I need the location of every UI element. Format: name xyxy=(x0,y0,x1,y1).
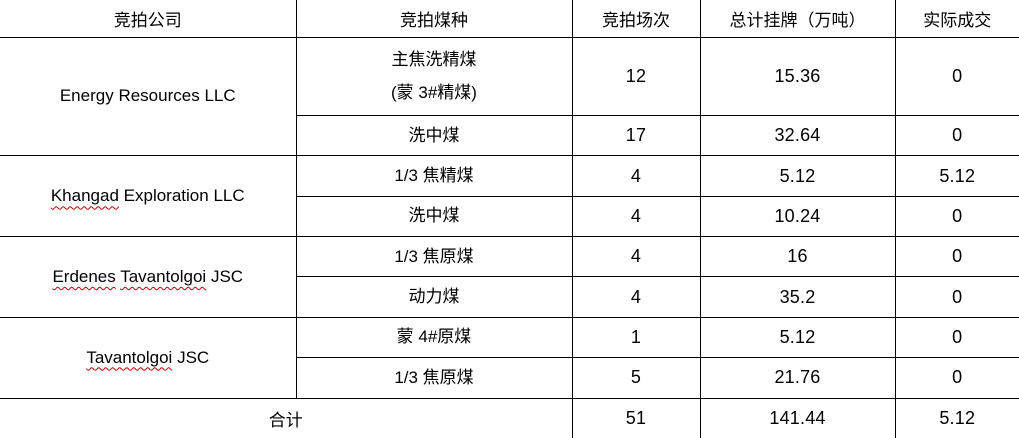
company-word: Exploration xyxy=(123,186,209,206)
company-cell: Khangad Exploration LLC xyxy=(0,155,297,238)
coal-type-cell: 主焦洗精煤 (蒙 3#精煤) xyxy=(295,36,573,117)
table-row: 1/3 焦原煤 5 21.76 0 xyxy=(0,357,1019,399)
listed-cell: 32.64 xyxy=(699,115,896,157)
header-dealt-volume: 实际成交 xyxy=(894,0,1019,38)
coal-type-line: 1/3 焦原煤 xyxy=(394,246,474,266)
dealt-cell: 0 xyxy=(894,276,1019,318)
coal-type-line: 1/3 焦原煤 xyxy=(394,367,474,387)
coal-type-cell: 1/3 焦精煤 xyxy=(295,155,573,197)
listed-cell: 5.12 xyxy=(699,316,896,359)
total-sessions-cell: 51 xyxy=(571,397,701,438)
header-sessions: 竞拍场次 xyxy=(571,0,701,38)
total-row: 合计 51 141.44 5.12 xyxy=(0,397,1019,438)
sessions-cell: 4 xyxy=(571,195,701,238)
coal-type-line: 1/3 焦精煤 xyxy=(394,166,474,186)
header-company: 竞拍公司 xyxy=(0,0,297,38)
coal-type-line: 蒙 4#原煤 xyxy=(396,327,472,347)
listed-cell: 10.24 xyxy=(699,195,896,238)
coal-type-cell: 动力煤 xyxy=(295,276,573,318)
dealt-cell: 0 xyxy=(894,357,1019,399)
coal-type-cell: 1/3 焦原煤 xyxy=(295,357,573,399)
sessions-cell: 12 xyxy=(571,36,701,117)
coal-type-cell: 1/3 焦原煤 xyxy=(295,236,573,278)
dealt-cell: 0 xyxy=(894,36,1019,117)
coal-type-cell: 洗中煤 xyxy=(295,115,573,157)
company-word: Tavantolgoi xyxy=(86,347,173,367)
listed-cell: 15.36 xyxy=(699,36,896,117)
sessions-cell: 4 xyxy=(571,236,701,278)
dealt-cell: 0 xyxy=(894,316,1019,359)
company-word: Resources xyxy=(118,86,200,106)
table-body: Energy Resources LLC 主焦洗精煤 (蒙 3#精煤) 12 15.36… xyxy=(0,36,1019,399)
total-dealt-cell: 5.12 xyxy=(894,397,1019,438)
table-row: Erdenes Tavantolgoi JSC 1/3 焦原煤 4 16 0 xyxy=(0,236,1019,318)
listed-cell: 16 xyxy=(699,236,896,278)
company-word: LLC xyxy=(213,186,245,206)
table-row: Khangad Exploration LLC 1/3 焦精煤 4 5.12 5.12 xyxy=(0,155,1019,238)
coal-type-cell: 蒙 4#原煤 xyxy=(295,316,573,359)
dealt-cell: 0 xyxy=(894,115,1019,157)
header-listed-volume: 总计挂牌（万吨） xyxy=(699,0,896,38)
total-listed-cell: 141.44 xyxy=(699,397,896,438)
coal-type-line: 主焦洗精煤 xyxy=(391,50,477,70)
listed-cell: 5.12 xyxy=(699,155,896,197)
listed-cell: 35.2 xyxy=(699,276,896,318)
company-word: Tavantolgoi xyxy=(120,266,207,286)
total-label-cell: 合计 xyxy=(0,397,573,438)
table-header-row: 竞拍公司 竞拍煤种 竞拍场次 总计挂牌（万吨） 实际成交 xyxy=(0,0,1019,38)
coal-type-line: 洗中煤 xyxy=(408,125,460,145)
company-word: JSC xyxy=(177,347,210,367)
coal-type-cell: 洗中煤 xyxy=(295,195,573,238)
company-word: LLC xyxy=(204,86,236,106)
company-cell: Erdenes Tavantolgoi JSC xyxy=(0,236,297,318)
sessions-cell: 4 xyxy=(571,155,701,197)
header-coal-type: 竞拍煤种 xyxy=(295,0,573,38)
sessions-cell: 4 xyxy=(571,276,701,318)
table-row: 洗中煤 4 10.24 0 xyxy=(0,195,1019,238)
sessions-cell: 1 xyxy=(571,316,701,359)
company-cell: Tavantolgoi JSC xyxy=(0,316,297,399)
company-word: JSC xyxy=(210,266,244,286)
table-row: Tavantolgoi JSC 蒙 4#原煤 1 5.12 0 xyxy=(0,316,1019,399)
company-word: Erdenes xyxy=(52,266,116,286)
dealt-cell: 0 xyxy=(894,195,1019,238)
company-word: Khangad xyxy=(50,186,119,206)
coal-type-line: 动力煤 xyxy=(408,287,460,307)
table-row: 洗中煤 17 32.64 0 xyxy=(0,115,1019,157)
sessions-cell: 17 xyxy=(571,115,701,157)
dealt-cell: 0 xyxy=(894,236,1019,278)
company-cell: Energy Resources LLC xyxy=(0,36,297,157)
coal-type-line: (蒙 3#精煤) xyxy=(391,83,477,103)
table-row: Energy Resources LLC 主焦洗精煤 (蒙 3#精煤) 12 15.36… xyxy=(0,36,1019,157)
coal-type-line: 洗中煤 xyxy=(408,206,460,226)
dealt-cell: 5.12 xyxy=(894,155,1019,197)
listed-cell: 21.76 xyxy=(699,357,896,399)
sessions-cell: 5 xyxy=(571,357,701,399)
company-word: Energy xyxy=(59,86,114,106)
